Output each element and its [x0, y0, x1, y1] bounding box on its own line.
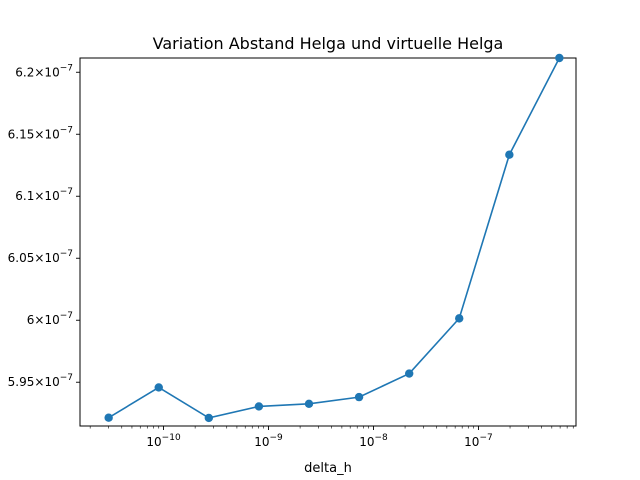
data-point: [204, 413, 214, 423]
data-point: [304, 399, 314, 409]
data-point: [505, 150, 514, 159]
y-tick-label: 5.95×10−7: [8, 373, 73, 389]
data-point: [254, 402, 264, 411]
y-tick-label: 6.2×10−7: [15, 63, 73, 79]
x-tick-label: 10−8: [359, 433, 388, 449]
series-line: [108, 57, 561, 419]
chart-title: Variation Abstand Helga und virtuelle He…: [153, 34, 504, 53]
data-point: [405, 369, 414, 378]
plot-frame: [79, 57, 577, 427]
x-tick-label: 10−10: [146, 433, 181, 449]
data-point: [455, 314, 464, 323]
y-tick-label: 6.05×10−7: [8, 249, 73, 265]
plot-area: 10−10 10−9 10−8 10−7 5.95×10−7 6×10−7 6.05×10−…: [8, 53, 577, 449]
y-tick-label: 6.1×10−7: [15, 187, 73, 203]
data-point: [154, 383, 163, 392]
data-point: [354, 392, 364, 402]
data-point: [104, 413, 113, 422]
data-point: [555, 53, 564, 63]
x-tick-label: 10−7: [464, 433, 493, 449]
y-tick-label: 6.15×10−7: [8, 125, 73, 141]
x-tick-label: 10−9: [254, 433, 283, 449]
x-axis-label: delta_h: [304, 461, 352, 476]
y-tick-label: 6×10−7: [27, 311, 73, 327]
